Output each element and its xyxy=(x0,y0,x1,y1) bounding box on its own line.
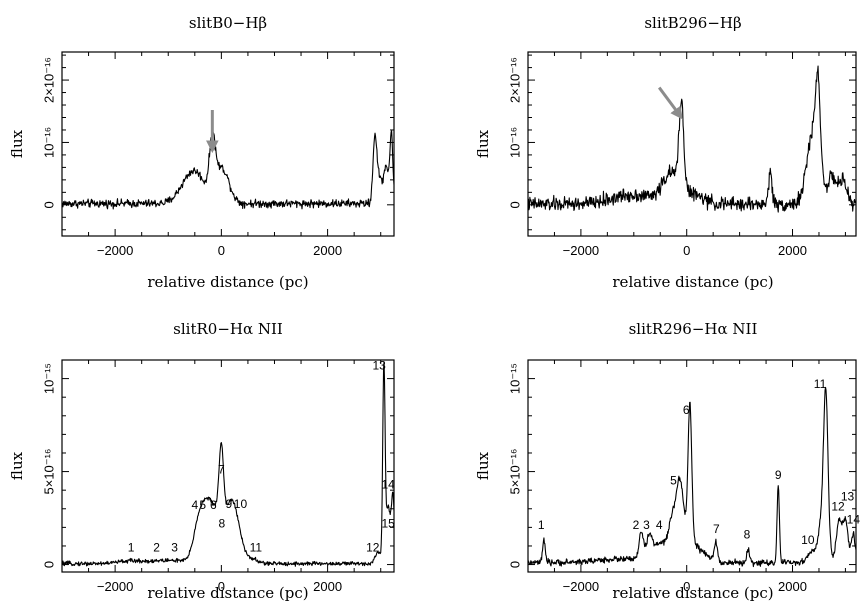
y-tick-label: 2×10⁻¹⁶ xyxy=(41,57,56,103)
panel-slitB296-hbeta: slitB296−Hβ flux relative distance (pc) … xyxy=(474,14,857,291)
panel-title: slitB0−Hβ xyxy=(189,14,267,32)
peak-label: 2 xyxy=(153,541,160,555)
x-tick-label: 0 xyxy=(218,243,225,258)
x-tick-label: −2000 xyxy=(97,243,134,258)
spectrum-line xyxy=(62,130,394,210)
axis-ticks: −2000 0 2000 0 5×10⁻¹⁶ 10⁻¹⁵ xyxy=(41,359,394,594)
spectrum-line xyxy=(528,65,856,213)
plot-frame xyxy=(527,359,857,573)
y-tick-label: 0 xyxy=(41,201,56,208)
y-tick-label: 2×10⁻¹⁶ xyxy=(507,57,522,103)
peak-label: 11 xyxy=(814,377,827,391)
peak-label: 10 xyxy=(234,497,248,511)
peak-label: 11 xyxy=(250,541,263,555)
plot-frame xyxy=(527,51,857,237)
y-axis-label: flux xyxy=(8,129,26,158)
y-tick-label: 10⁻¹⁶ xyxy=(507,127,522,158)
peak-label: 4 xyxy=(656,518,663,532)
peak-label: 14 xyxy=(847,513,860,527)
peak-label: 1 xyxy=(538,518,545,532)
y-tick-label: 0 xyxy=(507,561,522,568)
y-tick-label: 10⁻¹⁵ xyxy=(41,363,56,394)
x-axis-label: relative distance (pc) xyxy=(612,273,773,291)
peak-label: 13 xyxy=(372,358,386,372)
x-tick-label: 2000 xyxy=(313,579,342,594)
axis-ticks: −2000 0 2000 0 10⁻¹⁶ 2×10⁻¹⁶ xyxy=(507,52,856,258)
y-tick-label: 0 xyxy=(41,561,56,568)
spectrum-line xyxy=(528,386,856,568)
panel-title: slitR296−Hα NII xyxy=(629,320,758,338)
y-tick-label: 0 xyxy=(507,201,522,208)
peak-label: 5 xyxy=(670,474,677,488)
plot-marks xyxy=(528,65,856,213)
plot-marks xyxy=(62,110,394,210)
peak-label: 3 xyxy=(643,518,650,532)
panel-slitR296-halpha-nii: slitR296−Hα NII flux relative distance (… xyxy=(474,320,860,602)
peak-label: 7 xyxy=(713,522,720,536)
x-axis-label: relative distance (pc) xyxy=(147,273,308,291)
plot-frame xyxy=(61,359,395,573)
x-tick-label: 2000 xyxy=(778,243,807,258)
panel-slitB0-hbeta: slitB0−Hβ flux relative distance (pc) −2… xyxy=(8,14,395,291)
panel-title: slitR0−Hα NII xyxy=(173,320,283,338)
peak-label: 5 xyxy=(199,498,206,512)
y-axis-label: flux xyxy=(474,451,492,480)
peak-label: 3 xyxy=(171,541,178,555)
peak-label: 9 xyxy=(225,497,232,511)
peak-label: 12 xyxy=(831,500,845,514)
y-axis-label: flux xyxy=(474,129,492,158)
peak-label: 14 xyxy=(381,477,395,491)
x-axis-label: relative distance (pc) xyxy=(147,584,308,602)
x-tick-label: 2000 xyxy=(778,579,807,594)
y-tick-label: 5×10⁻¹⁶ xyxy=(507,449,522,495)
peak-label: 4 xyxy=(191,498,198,512)
peak-label: 9 xyxy=(775,468,782,482)
peak-label: 8 xyxy=(744,528,751,542)
panel-slitR0-halpha-nii: slitR0−Hα NII flux relative distance (pc… xyxy=(8,320,395,602)
spectrum-line xyxy=(62,361,394,567)
x-tick-label: −2000 xyxy=(563,579,600,594)
peak-label: 10 xyxy=(801,533,815,547)
peak-label: 6 xyxy=(683,403,690,417)
x-tick-label: −2000 xyxy=(563,243,600,258)
y-tick-label: 10⁻¹⁶ xyxy=(41,127,56,158)
peak-label: 6 xyxy=(210,498,217,512)
x-tick-label: 2000 xyxy=(313,243,342,258)
axis-ticks: −2000 0 2000 0 5×10⁻¹⁶ 10⁻¹⁵ xyxy=(507,359,856,594)
y-tick-label: 10⁻¹⁵ xyxy=(507,363,522,394)
x-tick-label: 0 xyxy=(683,579,690,594)
x-tick-label: −2000 xyxy=(97,579,134,594)
peak-label: 15 xyxy=(381,516,395,530)
peak-label: 12 xyxy=(366,541,380,555)
peak-label: 13 xyxy=(841,489,855,503)
x-axis-label: relative distance (pc) xyxy=(612,584,773,602)
plot-frame xyxy=(61,51,395,237)
panel-title: slitB296−Hβ xyxy=(644,14,741,32)
peak-label: 7 xyxy=(218,462,225,476)
x-tick-label: 0 xyxy=(218,579,225,594)
y-axis-label: flux xyxy=(8,451,26,480)
x-tick-label: 0 xyxy=(683,243,690,258)
y-tick-label: 5×10⁻¹⁶ xyxy=(41,449,56,495)
annotation-arrow xyxy=(657,86,683,120)
peak-label: 8 xyxy=(219,516,226,530)
axis-ticks: −2000 0 2000 0 10⁻¹⁶ 2×10⁻¹⁶ xyxy=(41,52,394,258)
peak-label: 2 xyxy=(633,518,640,532)
peak-label: 1 xyxy=(128,541,135,555)
